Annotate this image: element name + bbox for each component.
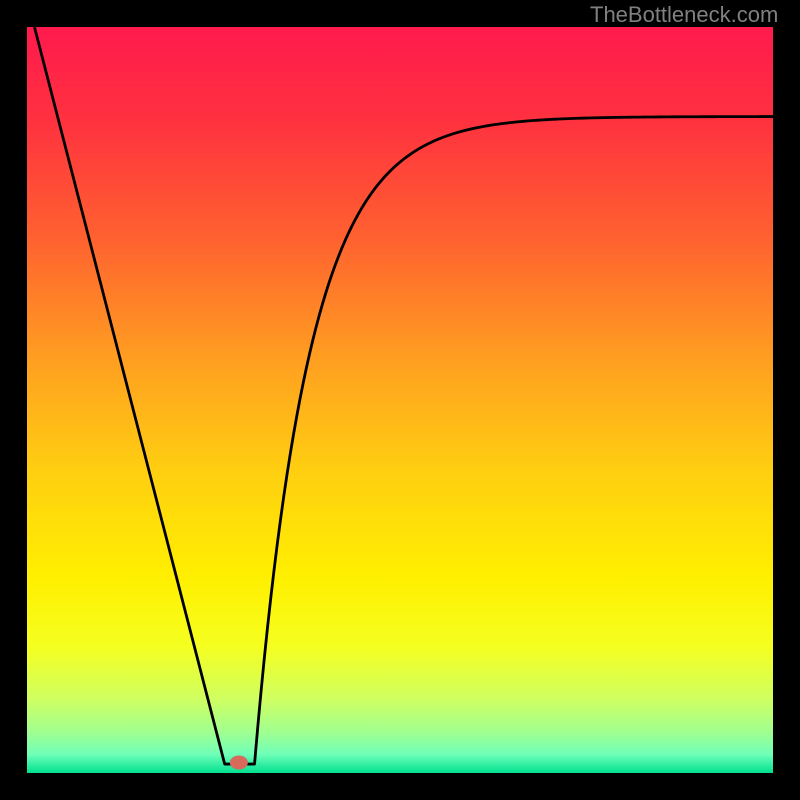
- chart-plot-area: [27, 27, 773, 773]
- optimum-marker: [230, 756, 248, 770]
- chart-svg: [27, 27, 773, 773]
- gradient-background: [27, 27, 773, 773]
- watermark-label: TheBottleneck.com: [590, 2, 778, 28]
